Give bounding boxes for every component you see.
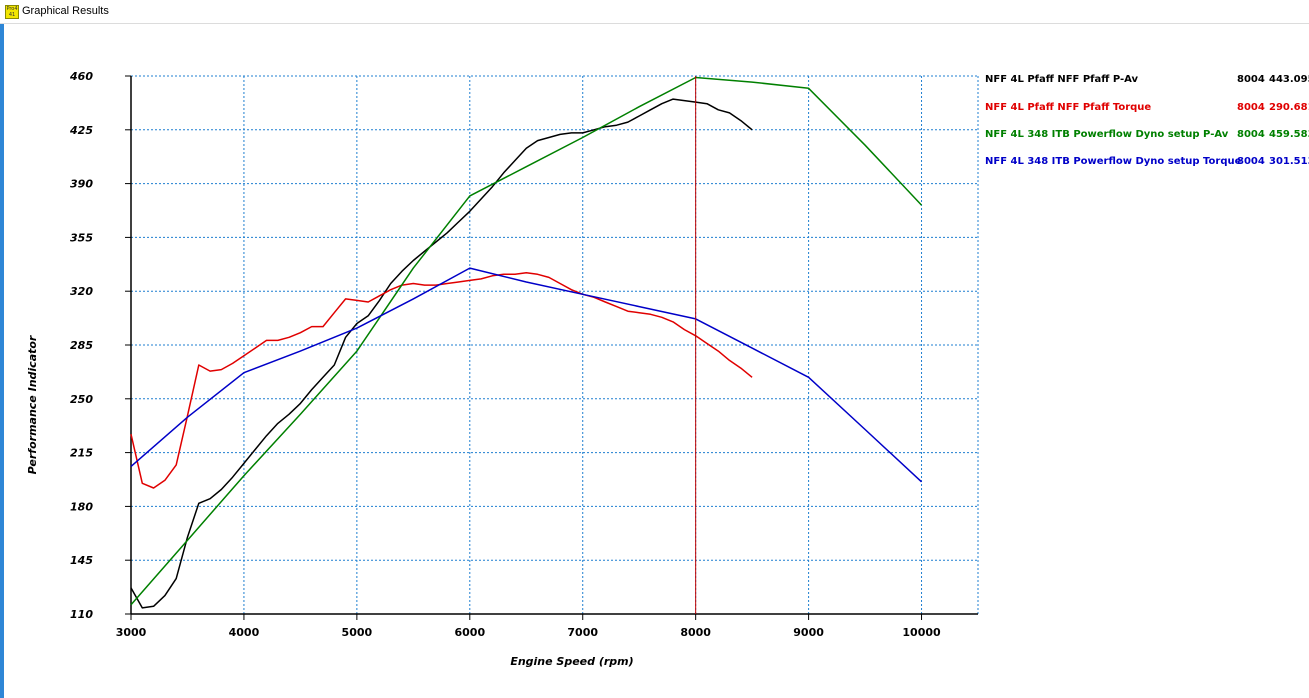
y-axis-title: Performance Indicator	[26, 335, 39, 474]
legend-value: 443.095	[1269, 74, 1309, 85]
x-tick-label: 10000	[902, 626, 941, 639]
series-line-2	[130, 272, 753, 489]
x-tick-label: 9000	[793, 626, 824, 639]
x-tick-label: 8000	[680, 626, 711, 639]
legend-rpm: 8004	[1237, 74, 1265, 85]
y-tick-label: 215	[70, 447, 93, 460]
window-title: Graphical Results	[22, 5, 109, 17]
y-tick-label: 355	[70, 231, 93, 244]
legend-series-name: NFF 4L Pfaff NFF Pfaff P-Av	[985, 74, 1139, 85]
legend-rpm: 8004	[1237, 129, 1265, 140]
legend-rpm: 8004	[1237, 156, 1265, 167]
x-tick-label: 7000	[567, 626, 598, 639]
y-tick-label: 460	[69, 70, 93, 83]
y-tick-label: 110	[70, 608, 93, 621]
series-line-3	[130, 76, 923, 606]
y-tick-label: 425	[69, 124, 93, 137]
x-tick-label: 3000	[116, 626, 147, 639]
series-line-1	[130, 98, 753, 609]
legend-value: 301.513	[1269, 156, 1309, 167]
legend-series-name: NFF 4L 348 ITB Powerflow Dyno setup Torq…	[985, 156, 1242, 167]
legend-value: 459.583	[1269, 129, 1309, 140]
legend-series-name: NFF 4L Pfaff NFF Pfaff Torque	[985, 102, 1152, 113]
legend-row: NFF 4L 348 ITB Powerflow Dyno setup P-Av…	[985, 129, 1309, 143]
y-tick-label: 390	[70, 178, 93, 191]
legend-rpm: 8004	[1237, 102, 1265, 113]
app-icon: Pro4 41	[5, 5, 19, 19]
series-line-4	[130, 267, 923, 483]
x-tick-label: 4000	[229, 626, 260, 639]
legend-row: NFF 4L Pfaff NFF Pfaff Torque 8004 290.6…	[985, 102, 1309, 116]
window-left-border	[0, 24, 4, 698]
window-titlebar: Pro4 41 Graphical Results	[0, 0, 1309, 24]
y-tick-label: 320	[70, 285, 93, 298]
y-tick-label: 250	[70, 393, 93, 406]
legend-value: 290.681	[1269, 102, 1309, 113]
x-tick-label: 6000	[454, 626, 485, 639]
y-tick-label: 180	[70, 500, 93, 513]
legend-series-name: NFF 4L 348 ITB Powerflow Dyno setup P-Av	[985, 129, 1229, 140]
y-tick-label: 285	[70, 339, 93, 352]
legend-row: NFF 4L Pfaff NFF Pfaff P-Av 8004 443.095	[985, 74, 1309, 88]
x-axis-title: Engine Speed (rpm)	[510, 655, 633, 668]
y-tick-label: 145	[70, 554, 93, 567]
legend-row: NFF 4L 348 ITB Powerflow Dyno setup Torq…	[985, 156, 1309, 170]
x-tick-label: 5000	[342, 626, 373, 639]
